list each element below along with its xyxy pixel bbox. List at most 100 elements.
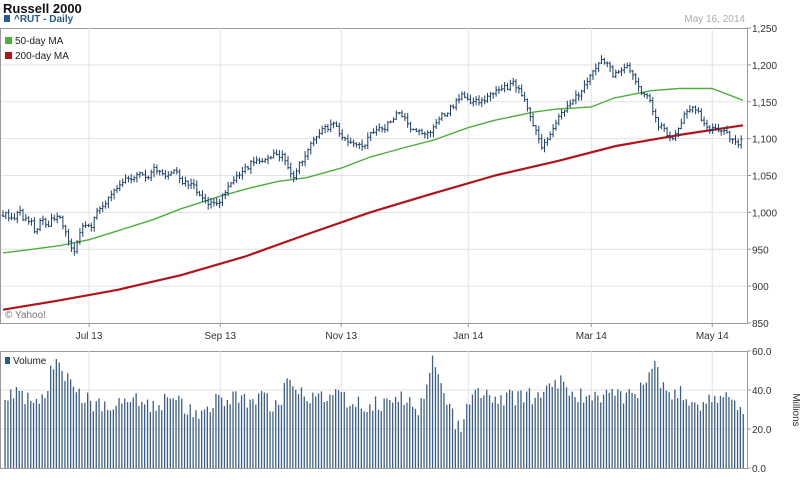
volume-bar xyxy=(714,396,715,468)
volume-bar xyxy=(341,392,342,468)
volume-bar xyxy=(426,384,427,468)
volume-bar xyxy=(686,399,687,468)
volume-bar xyxy=(649,372,650,468)
volume-bar xyxy=(609,393,610,468)
volume-bar xyxy=(694,402,695,468)
volume-bar xyxy=(44,398,45,468)
volume-bar xyxy=(346,408,347,469)
volume-bar xyxy=(269,411,270,468)
volume-bar xyxy=(688,406,689,469)
volume-bar xyxy=(546,386,547,469)
volume-bar xyxy=(449,404,450,468)
volume-bar xyxy=(372,411,373,468)
volume-bar xyxy=(218,395,219,468)
volume-bar xyxy=(155,411,156,468)
volume-bar xyxy=(87,393,88,468)
volume-bar xyxy=(36,399,37,468)
volume-bar xyxy=(637,398,638,468)
volume-y-tick-label: 60.0 xyxy=(752,347,772,358)
volume-bar xyxy=(167,397,168,468)
volume-bar xyxy=(309,403,310,468)
volume-bar xyxy=(201,411,202,469)
y-tick-label: 1,200 xyxy=(752,61,777,72)
volume-bar xyxy=(574,397,575,468)
volume-y-tick-label: 40.0 xyxy=(752,386,772,397)
y-tick-label: 850 xyxy=(752,319,769,330)
volume-bar xyxy=(711,402,712,468)
volume-bar xyxy=(153,401,154,468)
volume-bar xyxy=(623,404,624,468)
volume-bar xyxy=(458,421,459,468)
volume-bar xyxy=(375,396,376,468)
volume-bar xyxy=(706,404,707,469)
volume-bar xyxy=(626,393,627,468)
volume-bar xyxy=(557,389,558,469)
volume-bar xyxy=(523,402,524,468)
volume-bar xyxy=(349,406,350,468)
volume-bar xyxy=(395,397,396,468)
volume-bar xyxy=(141,402,142,468)
volume-bar xyxy=(443,393,444,468)
volume-bar xyxy=(566,387,567,468)
y-tick-label: 1,150 xyxy=(752,98,777,109)
volume-bar xyxy=(506,393,507,468)
volume-bar xyxy=(181,399,182,468)
volume-bar xyxy=(509,390,510,468)
volume-bar xyxy=(663,382,664,468)
volume-bar xyxy=(483,396,484,469)
volume-bar xyxy=(158,405,159,468)
volume-bar xyxy=(93,411,94,468)
volume-bar xyxy=(113,410,114,469)
volume-legend-swatch xyxy=(5,357,10,364)
volume-bar xyxy=(307,401,308,468)
volume-bar xyxy=(503,405,504,468)
volume-bar xyxy=(680,386,681,468)
volume-bar xyxy=(255,405,256,469)
volume-bar xyxy=(324,402,325,468)
volume-bar xyxy=(116,406,117,468)
volume-bar xyxy=(61,371,62,468)
volume-bar xyxy=(563,382,564,468)
volume-bar xyxy=(529,388,530,468)
volume-bar xyxy=(555,380,556,468)
volume-bar xyxy=(640,383,641,469)
volume-bar xyxy=(96,401,97,468)
volume-bar xyxy=(193,417,194,468)
volume-bar xyxy=(743,414,744,468)
volume-bar xyxy=(597,396,598,469)
volume-bar xyxy=(56,359,57,468)
x-tick-label: Jan 14 xyxy=(453,331,483,342)
volume-bar xyxy=(600,402,601,468)
volume-bar xyxy=(22,391,23,468)
volume-bar xyxy=(406,403,407,468)
volume-bar xyxy=(592,401,593,469)
volume-bar xyxy=(164,394,165,468)
volume-bar xyxy=(435,367,436,468)
volume-bar xyxy=(412,407,413,468)
volume-bar xyxy=(227,400,228,468)
volume-bar xyxy=(671,399,672,468)
volume-bar xyxy=(30,401,31,468)
volume-bar xyxy=(241,395,242,468)
volume-bar xyxy=(27,393,28,468)
volume-bar xyxy=(492,403,493,469)
y-tick-label: 1,100 xyxy=(752,135,777,146)
volume-bar xyxy=(429,373,430,468)
volume-bar xyxy=(238,403,239,468)
volume-bar xyxy=(190,404,191,468)
volume-y-tick-label: 20.0 xyxy=(752,425,772,436)
volume-bar xyxy=(463,419,464,468)
volume-bar xyxy=(703,402,704,468)
volume-bar xyxy=(586,396,587,468)
volume-bar xyxy=(16,387,17,468)
volume-bar xyxy=(264,393,265,469)
volume-bar xyxy=(175,400,176,468)
volume-bar xyxy=(549,383,550,468)
volume-bar xyxy=(212,408,213,468)
volume-bar xyxy=(423,399,424,468)
volume-bar xyxy=(312,393,313,468)
volume-bar xyxy=(358,397,359,468)
watermark: © Yahoo! xyxy=(5,310,46,321)
volume-bar xyxy=(235,391,236,468)
